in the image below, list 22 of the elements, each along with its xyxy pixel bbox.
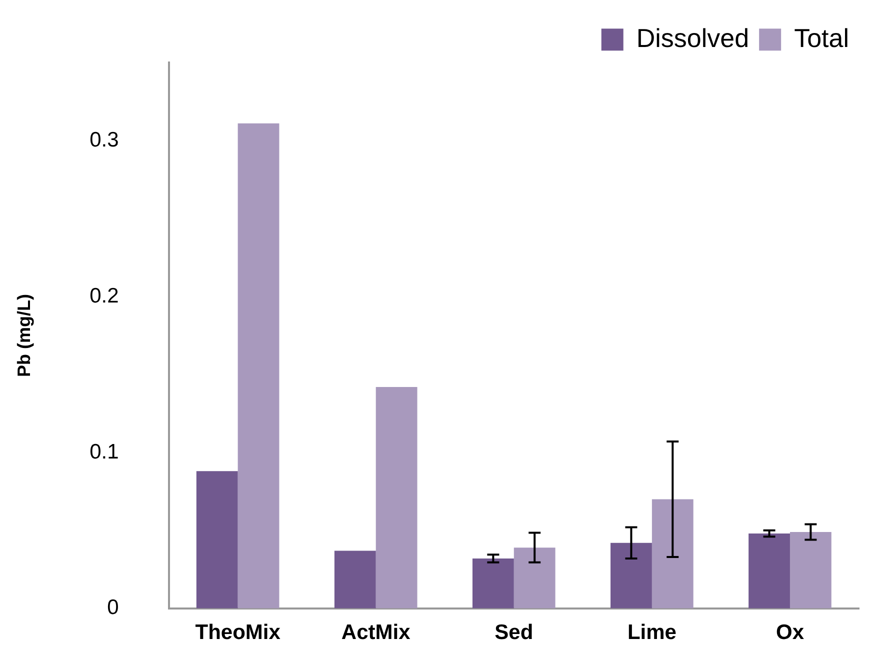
bar <box>196 471 238 608</box>
y-axis-title: Pb (mg/L) <box>14 294 34 377</box>
y-tick-label: 0.1 <box>90 440 119 464</box>
bar <box>790 532 832 608</box>
y-tick-label: 0.2 <box>90 284 119 308</box>
legend-label: Total <box>794 22 849 53</box>
bar <box>748 534 790 608</box>
bar <box>514 548 556 608</box>
bar <box>652 499 694 608</box>
x-tick-label: TheoMix <box>195 620 281 644</box>
y-tick-label: 0 <box>107 596 119 620</box>
bar <box>238 123 280 608</box>
bar <box>334 550 376 608</box>
x-tick-label: Lime <box>627 620 676 644</box>
legend-label: Dissolved <box>636 22 750 53</box>
bar <box>610 542 652 608</box>
bar <box>376 386 418 608</box>
x-tick-label: Ox <box>776 620 804 644</box>
x-tick-label: ActMix <box>341 620 411 644</box>
bar <box>472 558 514 608</box>
y-tick-label: 0.3 <box>90 128 119 152</box>
x-tick-label: Sed <box>494 620 534 644</box>
